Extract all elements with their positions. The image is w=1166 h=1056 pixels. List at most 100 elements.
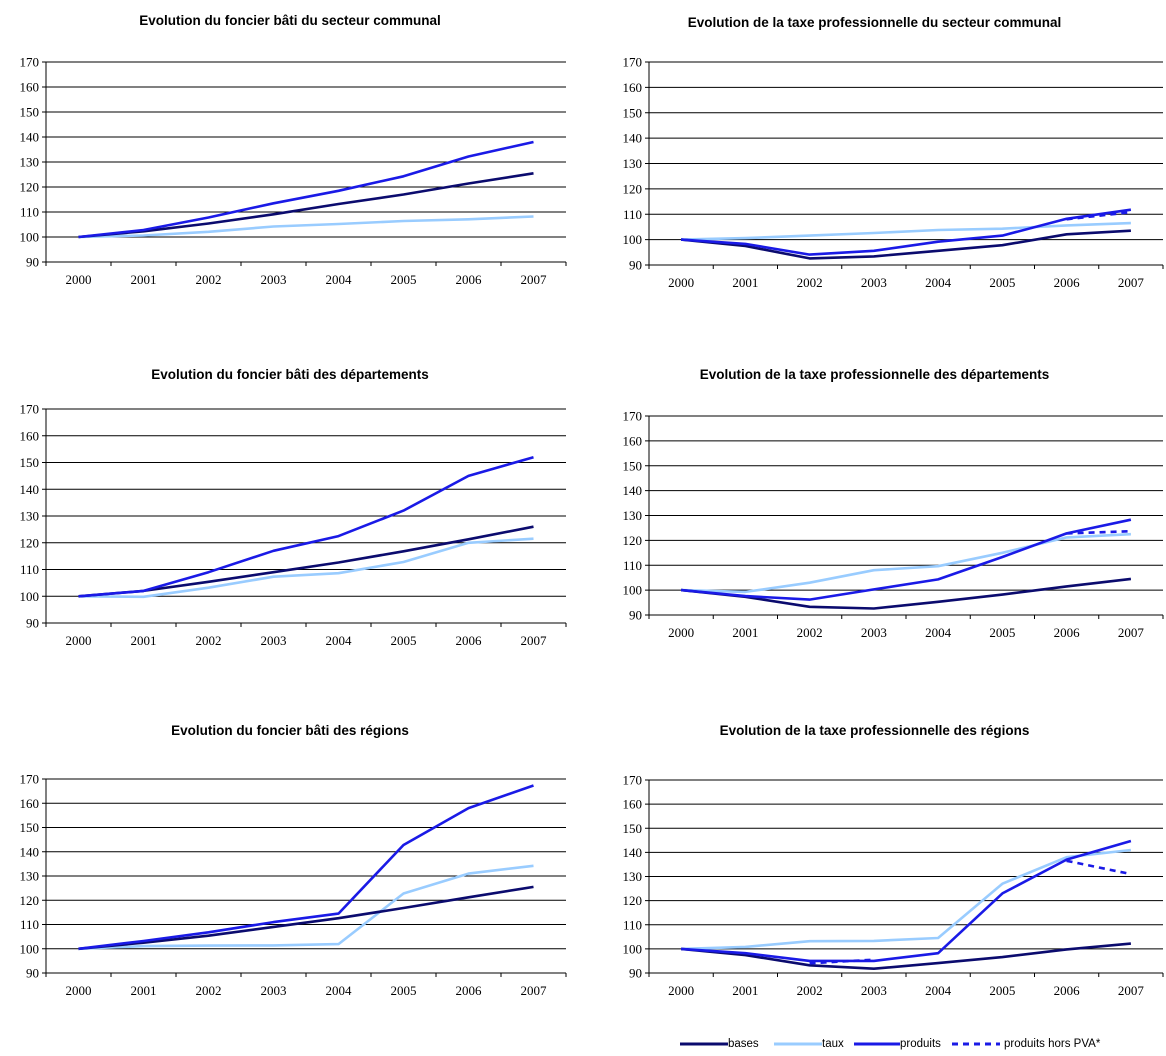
x-tick-label: 2003 <box>261 272 287 287</box>
series-line-produits <box>680 518 1132 601</box>
x-tick-label: 2005 <box>391 633 417 648</box>
x-tick-label: 2007 <box>1118 983 1145 998</box>
y-tick-label: 170 <box>623 409 643 424</box>
x-tick-label: 2007 <box>1118 625 1145 640</box>
legend-swatch-bases <box>680 1042 728 1046</box>
x-tick-label: 2006 <box>1054 983 1081 998</box>
series-line-bases <box>680 942 1132 970</box>
y-tick-label: 130 <box>623 508 643 523</box>
chart-title: Evolution de la taxe professionnelle des… <box>719 723 1030 738</box>
x-tick-label: 2004 <box>326 983 353 998</box>
y-tick-label: 90 <box>26 255 39 270</box>
x-tick-label: 2002 <box>196 272 222 287</box>
y-tick-label: 140 <box>623 845 643 860</box>
x-tick-label: 2004 <box>925 983 952 998</box>
series-line-bases <box>680 229 1131 260</box>
legend-label: bases <box>728 1038 759 1050</box>
y-tick-label: 140 <box>20 482 40 497</box>
x-tick-label: 2001 <box>131 272 157 287</box>
chart-foncier-bati-regions: Evolution du foncier bâti des régions 90… <box>0 713 580 1033</box>
x-tick-label: 2006 <box>456 983 483 998</box>
x-tick-label: 2007 <box>521 272 548 287</box>
chart-title: Evolution du foncier bâti du secteur com… <box>139 13 441 28</box>
series-line-bases <box>78 885 534 951</box>
y-tick-label: 120 <box>20 535 40 550</box>
y-tick-label: 170 <box>623 55 643 70</box>
x-tick-label: 2007 <box>521 633 548 648</box>
series-line-produits <box>681 839 1132 963</box>
x-tick-label: 2007 <box>521 983 548 998</box>
series-line-bases <box>680 577 1132 610</box>
y-tick-label: 150 <box>623 821 643 836</box>
legend-label: taux <box>822 1038 844 1050</box>
x-tick-label: 2001 <box>131 633 157 648</box>
y-tick-label: 130 <box>623 156 643 171</box>
y-tick-label: 110 <box>20 917 39 932</box>
chart-tp-communal: Evolution de la taxe professionnelle du … <box>583 0 1166 300</box>
y-tick-label: 110 <box>623 917 642 932</box>
chart-title: Evolution du foncier bâti des départemen… <box>151 367 429 382</box>
x-tick-label: 2001 <box>732 625 758 640</box>
series-line-bases <box>78 172 534 239</box>
y-tick-label: 140 <box>623 483 643 498</box>
y-tick-label: 160 <box>20 428 40 443</box>
y-tick-label: 90 <box>629 258 642 273</box>
legend-swatch-taux <box>774 1042 822 1046</box>
x-tick-label: 2000 <box>66 272 92 287</box>
y-tick-label: 130 <box>20 509 40 524</box>
y-tick-label: 170 <box>20 772 40 787</box>
y-tick-label: 160 <box>623 797 643 812</box>
legend-swatch-produits <box>854 1042 900 1046</box>
chart-foncier-bati-communal: Evolution du foncier bâti du secteur com… <box>0 0 580 300</box>
x-tick-label: 2000 <box>668 275 694 290</box>
y-tick-label: 140 <box>623 131 643 146</box>
y-tick-label: 100 <box>623 941 643 956</box>
y-tick-label: 140 <box>20 844 40 859</box>
y-tick-label: 100 <box>20 230 40 245</box>
y-tick-label: 170 <box>20 402 40 417</box>
x-tick-label: 2005 <box>391 983 417 998</box>
x-tick-label: 2005 <box>391 272 417 287</box>
chart-title: Evolution de la taxe professionnelle des… <box>699 367 1050 382</box>
x-tick-label: 2005 <box>989 625 1015 640</box>
x-tick-label: 2001 <box>131 983 157 998</box>
series-line-produits <box>78 140 534 239</box>
series-line-taux <box>78 537 534 599</box>
line-chart: 90 100 110 120 130 140 150 160 170 2000 2001 2002 20… <box>20 55 567 287</box>
x-tick-label: 2000 <box>668 625 694 640</box>
y-tick-label: 120 <box>623 181 643 196</box>
y-tick-label: 90 <box>629 966 642 981</box>
x-tick-label: 2001 <box>732 275 758 290</box>
line-chart: 90 100 110 120 130 140 150 160 170 2000 2001 2002 20… <box>20 402 567 648</box>
y-tick-label: 110 <box>623 558 642 573</box>
series-line-produits <box>78 455 534 598</box>
y-tick-label: 120 <box>20 180 40 195</box>
x-tick-label: 2000 <box>66 983 92 998</box>
y-tick-label: 100 <box>623 232 643 247</box>
x-tick-label: 2004 <box>326 633 353 648</box>
y-tick-label: 140 <box>20 130 40 145</box>
y-tick-label: 150 <box>20 820 40 835</box>
x-tick-label: 2006 <box>456 633 483 648</box>
x-tick-label: 2004 <box>925 275 952 290</box>
series-line-bases <box>78 525 534 598</box>
x-tick-label: 2005 <box>989 275 1015 290</box>
series-line-produits <box>681 208 1132 256</box>
y-tick-label: 160 <box>20 80 40 95</box>
x-tick-label: 2003 <box>261 633 287 648</box>
x-tick-label: 2006 <box>1054 625 1081 640</box>
chart-title: Evolution du foncier bâti des régions <box>171 723 409 738</box>
x-tick-label: 2006 <box>1054 275 1081 290</box>
series-line-taux <box>78 215 534 239</box>
x-tick-label: 2001 <box>732 983 758 998</box>
y-tick-label: 130 <box>20 869 40 884</box>
series-line-taux <box>681 532 1131 594</box>
x-tick-label: 2003 <box>261 983 287 998</box>
legend-swatch-produits-hors-pva <box>952 1042 1000 1046</box>
x-tick-label: 2003 <box>861 275 887 290</box>
y-tick-label: 130 <box>20 155 40 170</box>
line-chart: 90 100 110 120 130 140 150 160 170 2000 2001 2002 20… <box>623 773 1164 998</box>
x-tick-label: 2000 <box>66 633 92 648</box>
x-tick-label: 2004 <box>326 272 353 287</box>
y-tick-label: 110 <box>623 207 642 222</box>
